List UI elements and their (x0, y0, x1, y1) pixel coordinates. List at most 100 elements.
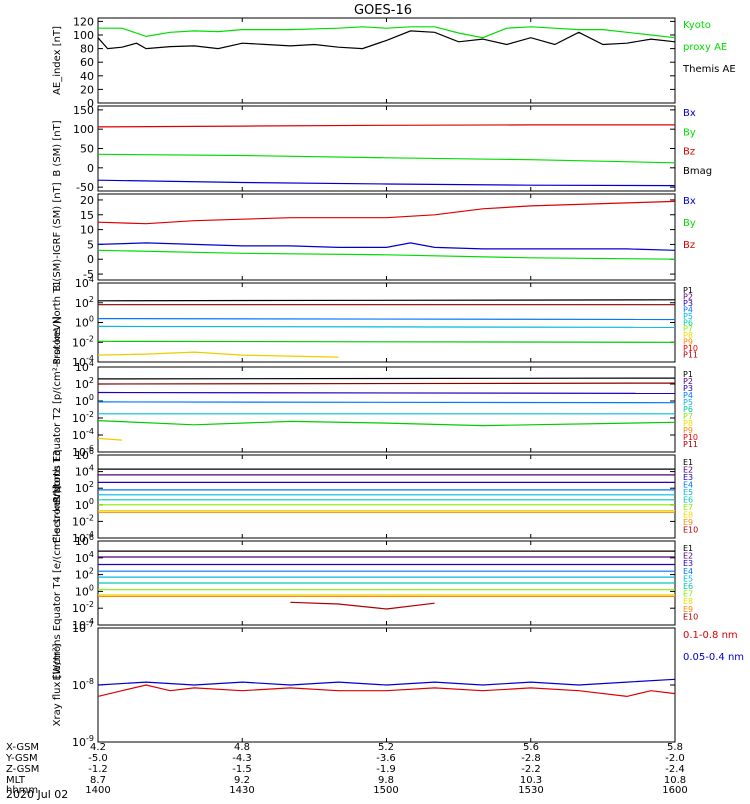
y-tick-label: 104 (75, 275, 94, 290)
series-line-kyoto-proxy-ae (98, 26, 676, 39)
ephem-value: -4.3 (232, 753, 252, 764)
legend-entry: P5 (683, 398, 693, 407)
legend-entry: E8 (683, 597, 693, 606)
ephem-value: -2.2 (521, 764, 541, 775)
y-tick-label: 0 (87, 253, 94, 266)
panel-frame (97, 282, 676, 363)
ephem-value: 9.8 (378, 775, 394, 786)
ephem-value: 10.3 (520, 775, 542, 786)
series-line-by (97, 153, 676, 164)
panel-frame (97, 366, 676, 453)
y-tick-label: 104 (75, 464, 94, 479)
legend-entry: E2 (683, 552, 693, 561)
y-tick-label: 10-8 (72, 677, 94, 692)
ephem-value: 5.2 (378, 742, 394, 753)
legend-entry: P1 (683, 370, 693, 379)
series-line-p2 (97, 382, 676, 385)
ephem-row-label: hhmm (6, 785, 38, 796)
y-tick-label: 10-2 (72, 410, 94, 425)
ephem-value: 4.8 (234, 742, 250, 753)
series-line-0-1-0-8-nm (97, 684, 676, 698)
legend-entry: E6 (683, 496, 693, 505)
legend-entry: Bx (683, 108, 696, 119)
legend-entry: By (683, 218, 696, 229)
legend-entry: E7 (683, 503, 693, 512)
y-tick-label: 20 (80, 83, 94, 96)
date-label: 2020 Jul 02 (6, 788, 68, 800)
y-axis-label: Protons North T1 (52, 280, 63, 364)
series-line-p6 (97, 420, 676, 427)
legend-entry: 0.1-0.8 nm (683, 630, 738, 641)
ephem-row-label: Z-GSM (6, 764, 39, 775)
legend-entry: E1 (683, 458, 693, 467)
legend-entry: P6 (683, 318, 693, 327)
legend-entry: Bx (683, 196, 696, 207)
legend-entry: Kyoto (683, 20, 711, 31)
y-tick-label: 102 (75, 295, 94, 310)
legend-entry: Bz (683, 147, 695, 158)
panel-frame (97, 454, 676, 539)
legend-entry: P6 (683, 405, 693, 414)
ephem-value: 10.8 (664, 775, 686, 786)
ephem-value: 5.6 (523, 742, 539, 753)
y-axis-label: AE_index [nT] (52, 26, 63, 95)
legend-entry: E5 (683, 488, 693, 497)
ephem-value: 4.2 (90, 742, 106, 753)
y-tick-label: -50 (76, 181, 94, 194)
y-tick-label: 100 (75, 315, 94, 330)
legend-entry: P5 (683, 312, 693, 321)
ephem-row-label: X-GSM (6, 742, 39, 753)
panel-frame (97, 193, 676, 281)
y-axis-label: Protons Equator T2 [p/(cm²-s-sr-keV)] (52, 316, 63, 503)
ephem-value: -2.0 (665, 753, 685, 764)
y-tick-label: 106 (75, 533, 94, 548)
legend-entry: E3 (683, 559, 693, 568)
y-tick-label: 104 (75, 550, 94, 565)
y-tick-label: 100 (75, 393, 94, 408)
y-tick-label: 104 (75, 359, 94, 374)
panel-3: 20 15 105 0 -5 B (SM)-IGRF (SM) [nT] Bx By Bz (52, 182, 696, 291)
legend-entry: E3 (683, 473, 693, 482)
legend-entry: P10 (683, 433, 698, 442)
ephem-row-label: MLT (6, 775, 26, 786)
y-axis-label: Electrons North T3 (52, 450, 63, 543)
legend-entry: E9 (683, 605, 693, 614)
series-line-p1 (97, 299, 676, 302)
y-tick-label: 10-2 (72, 334, 94, 349)
legend-entry: E6 (683, 582, 693, 591)
y-tick-label: 150 (73, 104, 94, 117)
series-line-bz (97, 200, 676, 225)
ephem-value: -1.9 (376, 764, 396, 775)
ephem-value: 8.7 (90, 775, 106, 786)
ephem-value: 1530 (518, 785, 543, 796)
y-tick-label: 120 (73, 15, 94, 28)
legend-entry: P8 (683, 331, 693, 340)
y-tick-label: 100 (73, 29, 94, 42)
legend-entry: E8 (683, 511, 693, 520)
y-tick-label: 0 (87, 162, 94, 175)
legend-entry: Bmag (683, 166, 712, 177)
y-axis-label: Xray flux [W/m²] (52, 644, 63, 727)
y-tick-label: 50 (80, 143, 94, 156)
legend-entry: P8 (683, 419, 693, 428)
series-line-p1 (97, 377, 676, 380)
legend-entry: P11 (683, 440, 698, 449)
legend-entry: P4 (683, 391, 693, 400)
ephem-value: 1500 (373, 785, 398, 796)
ephem-value: -1.5 (232, 764, 252, 775)
y-tick-label: 40 (80, 70, 94, 83)
legend-entry: P4 (683, 305, 693, 314)
legend-entry: Themis AE (682, 64, 736, 75)
plot-title: GOES-16 (354, 3, 412, 18)
y-tick-label: 106 (75, 447, 94, 462)
series-line-bx (97, 242, 676, 251)
legend-entry: E1 (683, 544, 693, 553)
ephem-value: 1430 (229, 785, 254, 796)
legend-entry: P10 (683, 344, 698, 353)
